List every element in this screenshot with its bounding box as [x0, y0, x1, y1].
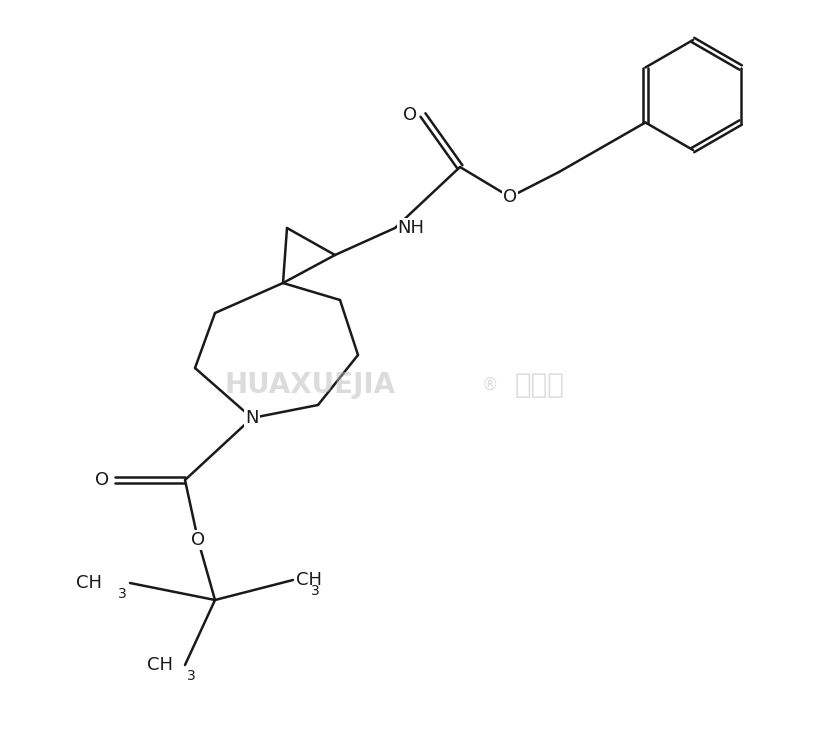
- Text: O: O: [402, 106, 416, 124]
- Text: O: O: [95, 471, 109, 489]
- Text: CH: CH: [296, 571, 321, 589]
- Text: N: N: [245, 409, 258, 427]
- Text: 化学加: 化学加: [514, 371, 564, 399]
- Text: 3: 3: [118, 587, 127, 601]
- Text: HUAXUEJIA: HUAXUEJIA: [224, 371, 395, 399]
- Text: 3: 3: [310, 584, 320, 598]
- Text: NH: NH: [397, 219, 424, 237]
- Text: CH: CH: [76, 574, 102, 592]
- Text: CH: CH: [147, 656, 173, 674]
- Text: O: O: [190, 531, 205, 549]
- Text: 3: 3: [187, 669, 195, 683]
- Text: O: O: [503, 188, 517, 206]
- Text: ®: ®: [481, 376, 498, 394]
